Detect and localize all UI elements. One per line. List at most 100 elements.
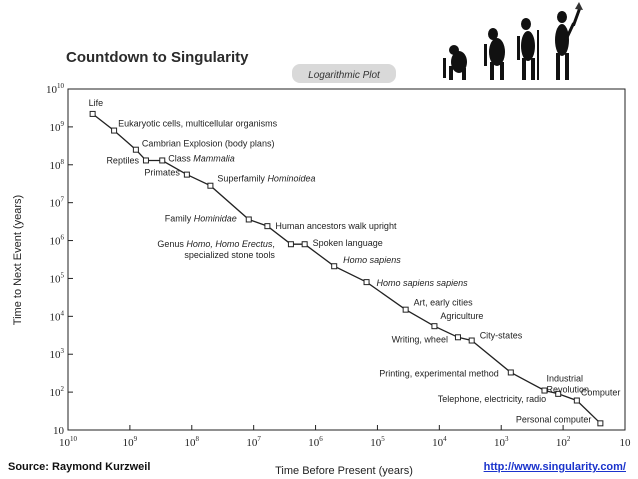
point-label: Industrial [546, 374, 583, 384]
y-tick-exponent: 9 [61, 120, 65, 128]
y-tick-exponent: 10 [57, 82, 65, 90]
data-points [89, 110, 604, 427]
point-label: Life [89, 98, 104, 108]
x-tick-base: 10 [620, 437, 632, 449]
y-tick-label: 106 [50, 234, 65, 248]
point-label: Spoken language [313, 238, 383, 248]
data-point-marker [301, 241, 308, 248]
point-label: Printing, experimental method [379, 368, 499, 378]
data-point-marker [454, 334, 461, 341]
data-point-marker [331, 263, 338, 270]
point-label: Writing, wheel [392, 334, 448, 344]
x-tick-label: 102 [556, 435, 571, 449]
point-label-part: Homo, Homo Erectus [186, 239, 273, 249]
point-label-part: Reptiles [106, 155, 139, 165]
point-label-part: City-states [480, 331, 523, 341]
plot-frame [67, 88, 626, 431]
x-tick-base: 10 [185, 437, 197, 449]
data-point-marker [507, 369, 514, 376]
y-tick-exponent: 8 [61, 158, 65, 166]
data-point-marker [597, 420, 604, 427]
point-label-part: Class [168, 153, 193, 163]
x-tick-exponent: 4 [443, 435, 447, 443]
point-label: Homo sapiens [343, 255, 401, 265]
trend-line [92, 113, 601, 424]
y-tick-base: 10 [50, 311, 62, 323]
data-point-marker [363, 279, 370, 286]
data-point-marker [183, 171, 190, 178]
early-human-figure [517, 18, 539, 80]
point-label-part: Printing, experimental method [379, 368, 499, 378]
data-point-marker [468, 337, 475, 344]
point-label: Computer [581, 388, 621, 398]
y-axis-label: Time to Next Event (years) [12, 195, 24, 325]
y-tick-base: 10 [50, 122, 62, 134]
x-tick-exponent: 10 [70, 435, 78, 443]
point-label-part: Life [89, 98, 104, 108]
x-tick-base: 10 [494, 437, 506, 449]
y-tick-label: 107 [50, 196, 65, 210]
ape-figure [443, 45, 467, 80]
point-label-part: Superfamily [217, 174, 267, 184]
x-tick-base: 10 [308, 437, 320, 449]
data-point-marker [142, 157, 149, 164]
point-label: Personal computer [516, 414, 592, 424]
x-tick-base: 10 [370, 437, 382, 449]
point-label: Art, early cities [414, 298, 474, 308]
y-tick-exponent: 2 [61, 385, 65, 393]
point-label-part: Writing, wheel [392, 334, 448, 344]
point-label-part: Hominoidea [267, 174, 315, 184]
point-label-part: Art, early cities [414, 298, 474, 308]
y-tick-label: 108 [50, 158, 65, 172]
x-tick-label: 1010 [59, 435, 78, 449]
y-tick-base: 10 [53, 425, 65, 437]
point-label: City-states [480, 331, 523, 341]
y-tick-base: 10 [50, 198, 62, 210]
point-label-part: Personal computer [516, 414, 592, 424]
y-tick-exponent: 5 [61, 271, 65, 279]
y-tick-base: 10 [50, 273, 62, 285]
source-link[interactable]: http://www.singularity.com/ [483, 461, 626, 473]
evolution-figures [443, 2, 583, 80]
y-tick-label: 1010 [46, 82, 65, 96]
point-label-part: Primates [144, 168, 180, 178]
x-tick-label: 10 [620, 437, 632, 449]
point-label-part: Human ancestors walk upright [275, 221, 397, 231]
point-label: Cambrian Explosion (body plans) [142, 139, 275, 149]
data-point-marker [541, 387, 548, 394]
point-label-part: Hominidae [194, 213, 237, 223]
data-point-marker [245, 216, 252, 223]
point-label: Superfamily Hominoidea [217, 174, 315, 184]
y-tick-exponent: 4 [61, 309, 65, 317]
x-tick-exponent: 5 [381, 435, 385, 443]
y-tick-label: 104 [50, 309, 65, 323]
point-label: Class Mammalia [168, 153, 235, 163]
y-tick-exponent: 6 [61, 234, 65, 242]
x-axis-label: Time Before Present (years) [275, 465, 413, 477]
x-tick-exponent: 3 [505, 435, 509, 443]
x-tick-base: 10 [556, 437, 568, 449]
point-label: Homo sapiens sapiens [377, 278, 469, 288]
x-tick-exponent: 7 [257, 435, 261, 443]
point-label-part: Homo sapiens [343, 255, 401, 265]
y-tick-exponent: 3 [61, 347, 65, 355]
x-tick-label: 108 [185, 435, 200, 449]
x-tick-base: 10 [59, 437, 71, 449]
point-label: Genus Homo, Homo Erectus, [157, 239, 275, 249]
point-label-part: Homo sapiens sapiens [377, 278, 469, 288]
x-tick-exponent: 2 [567, 435, 571, 443]
point-label-part: Mammalia [193, 153, 235, 163]
x-axis-ticks: 1010 109 108 107 106 105 104 103 102 10 [59, 425, 631, 449]
y-tick-base: 10 [46, 84, 58, 96]
data-point-marker [207, 182, 214, 189]
chart-subtitle: Logarithmic Plot [308, 70, 381, 81]
x-tick-exponent: 6 [319, 435, 323, 443]
x-tick-base: 10 [432, 437, 444, 449]
data-point-marker [132, 146, 139, 153]
point-label: Primates [144, 168, 180, 178]
point-label-part: Computer [581, 388, 621, 398]
data-point-marker [89, 110, 96, 117]
point-labels: Life Eukaryotic cells, multicellular orga… [89, 98, 621, 424]
